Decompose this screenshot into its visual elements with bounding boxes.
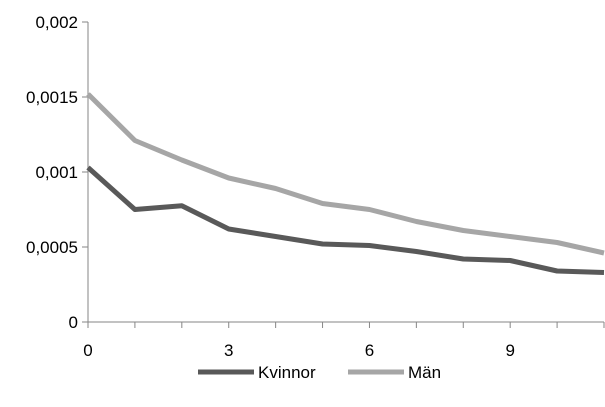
- legend-label-kvinnor: Kvinnor: [258, 363, 316, 382]
- legend-label-m-n: Män: [408, 363, 441, 382]
- y-tick-label: 0,002: [35, 13, 78, 32]
- y-axis: 0 0,0005 0,001 0,0015 0,002: [26, 13, 89, 332]
- series-line-kvinnor: [86, 165, 605, 275]
- y-tick-label: 0,0015: [26, 88, 78, 107]
- x-tick-label: 0: [83, 341, 92, 360]
- x-tick-label: 3: [224, 341, 233, 360]
- x-tick-label: 9: [505, 341, 514, 360]
- y-tick-label: 0,0005: [26, 238, 78, 257]
- y-tick-label: 0,001: [35, 163, 78, 182]
- x-tick-label: 6: [365, 341, 374, 360]
- series-lines: [86, 92, 605, 275]
- y-tick-label: 0: [69, 313, 78, 332]
- x-axis: 0 3 6 9: [83, 321, 605, 360]
- legend: Kvinnor Män: [198, 363, 441, 382]
- series-line-m-n: [86, 92, 605, 256]
